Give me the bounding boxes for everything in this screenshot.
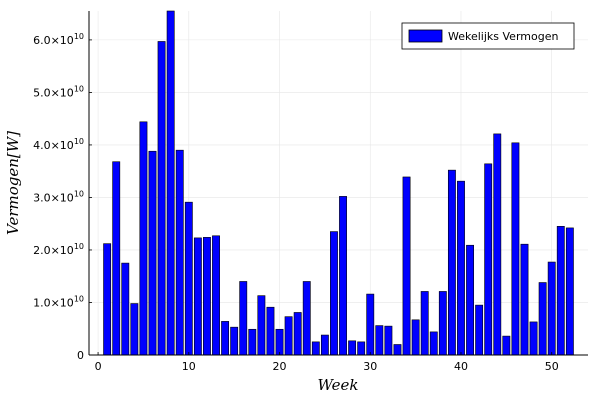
- bar-week-13: [212, 235, 220, 356]
- y-tick-label: 1.0×1010: [33, 294, 84, 309]
- bar-week-41: [466, 244, 474, 356]
- legend-label: Wekelijks Vermogen: [448, 30, 558, 43]
- legend: Wekelijks Vermogen: [401, 22, 575, 50]
- bar-week-21: [284, 316, 293, 356]
- y-tick-label: 0: [77, 349, 84, 362]
- bar-week-3: [121, 262, 130, 356]
- y-tick-label: 5.0×1010: [33, 84, 84, 99]
- bar-week-23: [302, 281, 311, 356]
- bar-week-24: [311, 341, 320, 356]
- y-axis-label: Vermogen[W]: [4, 131, 22, 235]
- bar-week-27: [339, 196, 347, 356]
- bar-week-12: [203, 237, 211, 356]
- bar-week-40: [457, 180, 465, 356]
- bar-week-8: [166, 10, 175, 356]
- bar-week-15: [230, 326, 239, 356]
- bar-week-19: [266, 306, 275, 356]
- bar-week-17: [248, 328, 257, 356]
- bar-week-28: [348, 340, 357, 356]
- bar-week-38: [438, 291, 447, 356]
- bar-week-42: [475, 304, 484, 356]
- x-tick-label: 40: [454, 360, 468, 373]
- bar-week-50: [547, 261, 556, 356]
- y-tick-labels: 0 1.0×1010 2.0×1010 3.0×1010 4.0×1010 5.0×101…: [33, 32, 84, 362]
- bar-week-16: [239, 281, 248, 356]
- x-tick-label: 20: [273, 360, 287, 373]
- bar-week-4: [130, 303, 139, 356]
- x-tick-label: 10: [182, 360, 196, 373]
- bar-week-30: [366, 293, 375, 356]
- bar-week-25: [320, 334, 329, 356]
- bar-week-43: [484, 163, 493, 356]
- legend-swatch: [408, 29, 443, 43]
- y-tick-label: 4.0×1010: [33, 137, 84, 152]
- y-tick-label: 6.0×1010: [33, 32, 84, 47]
- x-axis-label: Week: [317, 376, 358, 394]
- x-tick-labels: 0 10 20 30 40 50: [95, 360, 559, 373]
- bar-week-52: [565, 227, 574, 356]
- y-tick-label: 2.0×1010: [33, 242, 84, 257]
- axes: [88, 11, 588, 356]
- bar-week-36: [420, 291, 429, 356]
- x-tick-label: 0: [95, 360, 102, 373]
- bar-week-18: [257, 295, 266, 356]
- bar-week-2: [112, 161, 121, 356]
- bar-week-10: [184, 201, 193, 356]
- bar-week-35: [411, 319, 420, 356]
- bar-week-44: [493, 133, 502, 356]
- bar-week-46: [511, 142, 520, 356]
- bar-week-5: [139, 121, 148, 356]
- y-tick-label: 3.0×1010: [33, 189, 84, 204]
- bar-week-39: [447, 169, 456, 356]
- bar-week-26: [330, 231, 338, 356]
- bar-week-11: [193, 237, 202, 356]
- x-tick-label: 50: [545, 360, 559, 373]
- bar-week-7: [157, 41, 166, 356]
- bar-week-49: [538, 282, 547, 356]
- bar-week-9: [175, 149, 184, 356]
- bar-week-6: [148, 150, 157, 356]
- bar-week-47: [520, 243, 529, 356]
- x-tick-label: 30: [363, 360, 377, 373]
- bar-week-51: [556, 226, 565, 356]
- bar-week-32: [384, 325, 393, 356]
- bar-week-14: [221, 321, 230, 356]
- bar-week-37: [429, 331, 438, 356]
- bar-week-48: [529, 321, 538, 356]
- bar-week-34: [402, 176, 411, 356]
- bar-week-45: [502, 335, 511, 356]
- bar-week-1: [103, 243, 112, 356]
- bars: [103, 10, 574, 356]
- bar-week-31: [375, 325, 384, 356]
- bar-week-20: [275, 328, 284, 356]
- bar-week-22: [293, 312, 302, 356]
- bar-week-33: [393, 344, 402, 356]
- bar-week-29: [357, 341, 366, 356]
